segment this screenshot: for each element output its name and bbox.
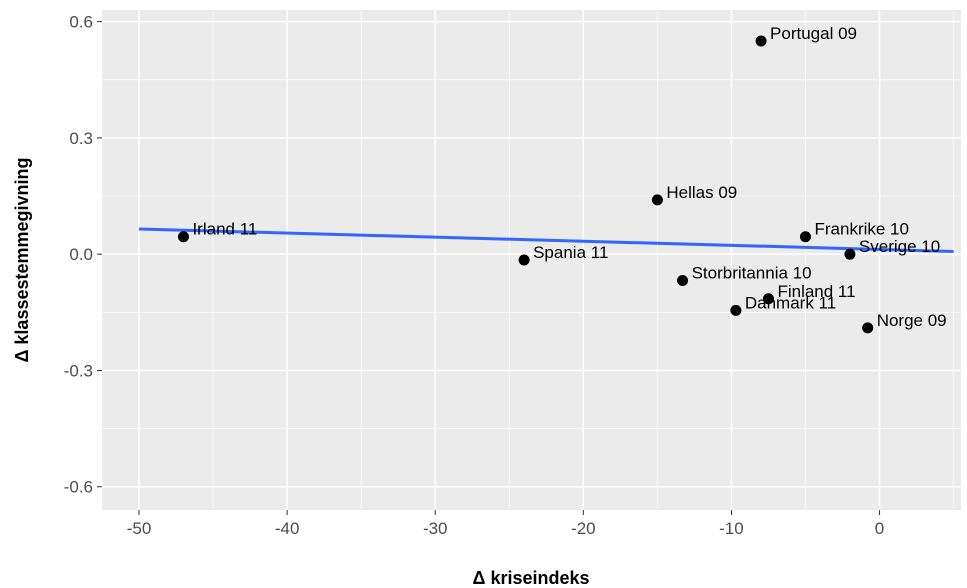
x-tick-label: -50: [127, 519, 152, 538]
data-points: [177, 35, 874, 334]
data-point: [677, 275, 689, 287]
fit-line: [138, 227, 954, 253]
point-label: Irland 11: [192, 220, 257, 239]
point-label: Storbritannia 10: [692, 264, 812, 283]
data-point: [518, 254, 530, 266]
data-point: [755, 35, 767, 47]
data-point: [651, 194, 663, 206]
data-point: [799, 231, 811, 243]
data-point: [177, 231, 189, 243]
plot-panel: [102, 10, 961, 510]
point-label: Norge 09: [877, 311, 947, 330]
point-label: Hellas 09: [666, 183, 737, 202]
point-label: Portugal 09: [770, 24, 857, 43]
x-tick-label: -20: [571, 519, 596, 538]
y-tick-label: 0.3: [69, 129, 93, 148]
x-tick-label: -30: [423, 519, 448, 538]
point-label: Spania 11: [533, 243, 608, 262]
point-label: Finland 11: [777, 282, 855, 301]
y-tick-label: -0.3: [64, 361, 93, 380]
x-tick-label: -40: [275, 519, 300, 538]
grid-minor: [102, 10, 961, 510]
data-point: [762, 293, 774, 305]
data-point: [862, 322, 874, 334]
point-label: Frankrike 10: [814, 220, 908, 239]
data-point: [730, 304, 742, 316]
y-tick-label: 0.6: [69, 13, 93, 32]
data-point: [844, 248, 856, 260]
point-label: Sverige 10: [859, 237, 940, 256]
point-label: Danmark 11: [745, 293, 836, 312]
y-tick-label: -0.6: [64, 478, 93, 497]
x-axis-title: Δ kriseindeks: [473, 568, 590, 588]
y-axis-ticks: -0.6 -0.3 0.0 0.3 0.6: [64, 13, 102, 497]
point-labels: Portugal 09 Hellas 09 Irland 11 Frankrike 1…: [192, 24, 946, 330]
x-tick-label: 0: [875, 519, 884, 538]
fit-line-group: [138, 227, 954, 253]
x-tick-label: -10: [719, 519, 744, 538]
x-axis-ticks: -50 -40 -30 -20 -10 0: [127, 510, 884, 538]
y-axis-title: Δ klassestemmegivning: [12, 157, 32, 362]
grid-major: [102, 10, 961, 510]
y-tick-label: 0.0: [69, 245, 93, 264]
